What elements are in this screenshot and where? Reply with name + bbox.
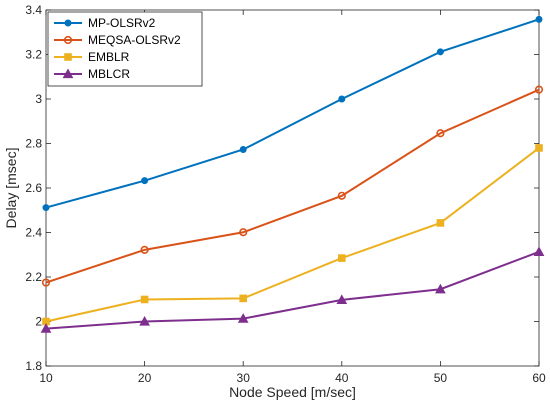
data-point (141, 177, 149, 185)
x-tick-label: 60 (532, 371, 546, 385)
legend-swatch-marker (63, 35, 73, 45)
legend-swatch-marker (62, 68, 74, 79)
y-tick-label: 3.2 (25, 48, 42, 62)
legend-item: MBLCR (54, 67, 130, 81)
data-point (237, 313, 249, 323)
y-tick-label: 2.2 (25, 270, 42, 284)
x-axis-title: Node Speed [m/sec] (229, 384, 356, 400)
series-emblr (42, 144, 543, 326)
y-tick-label: 3 (35, 92, 42, 106)
x-tick-label: 20 (138, 371, 152, 385)
series-mp-olsrv2 (42, 15, 543, 212)
data-point (337, 191, 346, 200)
legend-label: MEQSA-OLSRv2 (88, 33, 181, 47)
x-tick-label: 50 (434, 371, 448, 385)
data-point (139, 315, 150, 326)
data-point (239, 146, 247, 154)
legend-swatch-marker (64, 53, 72, 61)
data-point (435, 283, 446, 294)
legend-swatch-marker (64, 19, 72, 27)
y-axis-title: Delay [msec] (3, 148, 19, 229)
data-point (534, 85, 544, 94)
legend: MP-OLSRv2 MEQSA-OLSRv2 EMBLR MBLCR (47, 11, 203, 87)
series-line (45, 147, 540, 323)
series-line (45, 88, 540, 284)
legend-item: MP-OLSRv2 (54, 16, 156, 30)
axes: 10 20 30 40 50 60 1.8 2 2.2 2.4 2.6 2.8 3 3.2 3.4 (25, 3, 546, 385)
legend-label: MBLCR (88, 67, 130, 81)
data-point (336, 294, 348, 305)
data-point (535, 144, 543, 152)
x-tick-label: 10 (39, 371, 53, 385)
data-point (140, 295, 149, 304)
data-point (436, 48, 444, 56)
data-point (436, 129, 445, 138)
data-point (535, 15, 543, 23)
legend-label: MP-OLSRv2 (88, 16, 156, 30)
series-line (45, 250, 540, 330)
data-point (533, 246, 545, 256)
legend-item: MEQSA-OLSRv2 (54, 33, 181, 47)
y-tick-label: 2.8 (25, 137, 42, 151)
data-point (140, 245, 149, 254)
series-layer (40, 15, 545, 333)
data-point (41, 278, 51, 287)
data-point (42, 204, 50, 212)
legend-item: EMBLR (54, 50, 130, 64)
y-tick-label: 2.6 (25, 181, 42, 195)
data-point (239, 294, 247, 303)
x-tick-label: 30 (237, 371, 251, 385)
data-point (338, 95, 346, 103)
y-tick-label: 2.4 (25, 226, 42, 240)
data-point (436, 219, 445, 227)
y-tick-label: 3.4 (25, 3, 42, 17)
data-point (338, 254, 346, 262)
y-tick-label: 1.8 (25, 359, 42, 373)
data-point (239, 228, 248, 237)
legend-label: EMBLR (88, 50, 130, 64)
y-tick-label: 2 (35, 315, 42, 329)
series-meqsa-olsrv2 (41, 85, 544, 287)
series-line (45, 18, 540, 209)
x-tick-label: 40 (335, 371, 349, 385)
series-mblcr (40, 246, 545, 333)
data-point (40, 323, 52, 333)
